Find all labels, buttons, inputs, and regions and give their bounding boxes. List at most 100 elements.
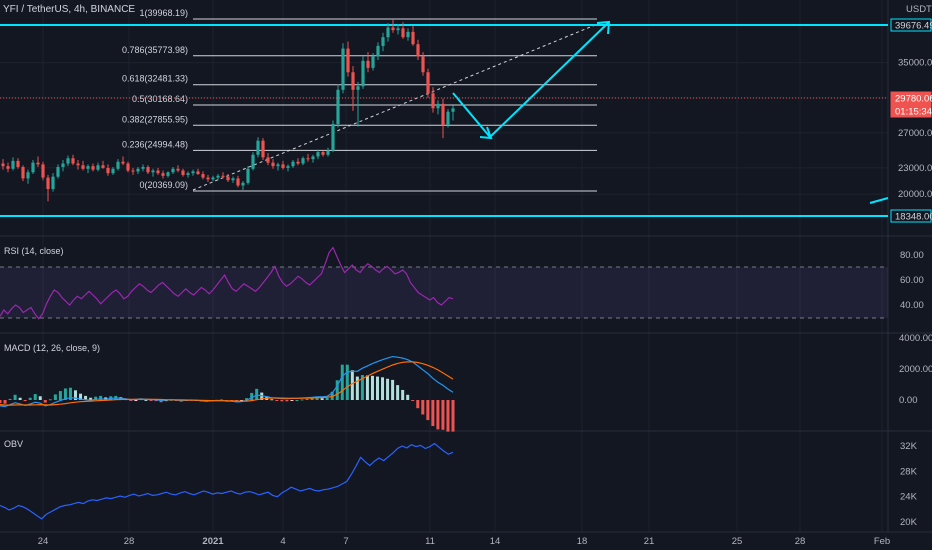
candle-body[interactable] [241,182,245,186]
candle-body[interactable] [376,45,380,57]
candle-body[interactable] [46,177,50,189]
candle-body[interactable] [36,162,40,165]
candle-body[interactable] [286,166,290,168]
candle-body[interactable] [161,173,165,176]
candle-body[interactable] [86,166,90,169]
candle-body[interactable] [156,170,160,174]
obv-title[interactable]: OBV [4,439,23,449]
candle-body[interactable] [181,170,185,175]
candle-body[interactable] [421,56,425,73]
candle-body[interactable] [321,152,325,155]
price-tag-countdown[interactable]: 01:15:34 [895,107,932,118]
candle-body[interactable] [211,177,215,180]
price-tag-last-price[interactable]: 29780.06 [895,94,932,105]
candle-body[interactable] [6,166,10,169]
candle-body[interactable] [281,164,285,168]
candle-body[interactable] [401,28,405,38]
candle-body[interactable] [296,161,300,164]
candle-body[interactable] [121,161,125,164]
candle-body[interactable] [251,154,255,169]
candle-body[interactable] [186,173,190,175]
candle-body[interactable] [451,108,455,112]
candle-body[interactable] [331,124,335,151]
candle-body[interactable] [326,150,330,155]
candle-body[interactable] [51,176,55,189]
candle-body[interactable] [261,140,265,158]
candle-body[interactable] [66,158,70,164]
time-axis[interactable]: 24 28 2021 4 7 11 14 18 21 25 28 Feb [38,536,890,547]
candle-body[interactable] [106,167,110,174]
candle-body[interactable] [271,162,275,167]
candle-body[interactable] [171,168,175,173]
candle-body[interactable] [146,167,150,173]
candle-body[interactable] [306,158,310,160]
candle-body[interactable] [206,177,210,180]
candle-body[interactable] [256,140,260,155]
price-tag-horizontal-line[interactable]: 18348.00 [895,212,932,223]
candle-body[interactable] [26,172,30,179]
candle-body[interactable] [126,163,130,171]
candle-body[interactable] [291,161,295,167]
candle-body[interactable] [201,174,205,178]
candle-body[interactable] [116,161,120,169]
candle-body[interactable] [231,178,235,181]
candle-body[interactable] [16,160,20,168]
candle-body[interactable] [71,158,75,164]
candle-body[interactable] [151,170,155,173]
candle-body[interactable] [311,156,315,160]
symbol-title[interactable]: YFI / TetherUS, 4h, BINANCE [3,4,135,15]
candle-body[interactable] [56,167,60,177]
candle-body[interactable] [1,163,5,167]
candle-body[interactable] [101,165,105,168]
candle-body[interactable] [141,167,145,169]
candle-body[interactable] [136,168,140,172]
candle-body[interactable] [96,165,100,170]
candle-body[interactable] [371,56,375,68]
candle-body[interactable] [396,28,400,31]
rsi-title[interactable]: RSI (14, close) [4,246,64,256]
candle-body[interactable] [316,152,320,157]
candle-body[interactable] [301,158,305,164]
candle-body[interactable] [216,175,220,178]
candle-body[interactable] [226,176,230,181]
candle-body[interactable] [406,31,410,38]
candle-body[interactable] [411,31,415,45]
price-tag-horizontal-line[interactable]: 39676.49 [895,21,932,32]
candle-body[interactable] [366,60,370,68]
candle-body[interactable] [341,48,345,90]
currency-label[interactable]: USDT [906,4,932,15]
candle-body[interactable] [76,163,80,166]
candle-body[interactable] [276,164,280,167]
candle-body[interactable] [61,163,65,168]
candle-body[interactable] [81,165,85,169]
candle-body[interactable] [111,168,115,174]
candle-body[interactable] [361,60,365,87]
candle-body[interactable] [386,27,390,38]
fibonacci-retracement[interactable]: 1(39968.19) 0.786(35773.98) 0.618(32481.33… [122,8,597,192]
candle-body[interactable] [191,171,195,174]
candle-body[interactable] [21,167,25,179]
candle-body[interactable] [426,72,430,94]
candle-body[interactable] [236,178,240,186]
candle-body[interactable] [31,162,35,173]
candle-body[interactable] [436,103,440,109]
candle-body[interactable] [41,164,45,178]
candle-body[interactable] [446,111,450,125]
candle-body[interactable] [166,172,170,176]
candle-body[interactable] [416,44,420,57]
candle-body[interactable] [196,171,200,175]
candlestick-series[interactable] [1,19,455,202]
candle-body[interactable] [431,93,435,109]
candle-body[interactable] [441,103,445,125]
candle-body[interactable] [351,72,355,90]
candle-body[interactable] [176,168,180,171]
candle-body[interactable] [346,48,350,73]
price-axis[interactable]: 35000.0031000.0027000.0023000.0020000.00… [890,18,932,528]
candle-body[interactable] [381,37,385,46]
candle-body[interactable] [391,27,395,31]
candle-body[interactable] [266,157,270,163]
candle-body[interactable] [11,160,15,169]
candle-body[interactable] [246,168,250,183]
macd-title[interactable]: MACD (12, 26, close, 9) [4,343,100,353]
